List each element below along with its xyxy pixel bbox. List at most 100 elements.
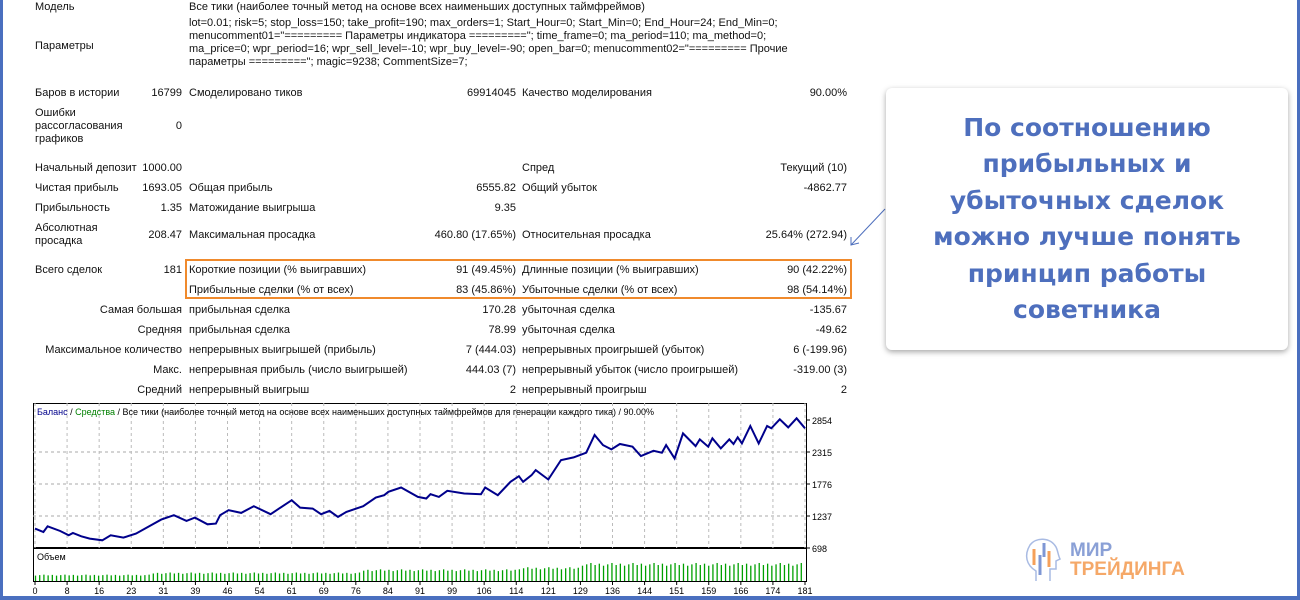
- max-profit-label: непрерывная прибыль (число выигрышей): [189, 364, 408, 376]
- largest-label: Самая большая: [99, 304, 182, 316]
- loss-trades-value: 98 (54.14%): [787, 284, 847, 296]
- profit-trades-label: Прибыльные сделки (% от всех): [189, 284, 354, 296]
- x-tick-label: 69: [319, 586, 329, 596]
- y-tick-label: 2854: [812, 416, 832, 426]
- logo: МИР ТРЕЙДИНГА: [1022, 535, 1212, 585]
- loss-trades-label: Убыточные сделки (% от всех): [522, 284, 678, 296]
- net-label: Чистая прибыль: [35, 182, 119, 194]
- params-value: lot=0.01; risk=5; stop_loss=150; take_pr…: [189, 17, 788, 68]
- x-tick-label: 151: [669, 586, 684, 596]
- callout-line: принцип работы: [967, 258, 1207, 288]
- bars-label: Баров в истории: [35, 87, 120, 99]
- x-tick-label: 54: [255, 586, 265, 596]
- y-tick-label: 2315: [812, 448, 832, 458]
- model-value: Все тики (наиболее точный метод на основ…: [189, 1, 645, 13]
- short-value: 91 (49.45%): [456, 264, 516, 276]
- avgcons-wins-value: 2: [509, 384, 516, 396]
- average-loss-value: -49.62: [815, 324, 847, 336]
- expected-label: Матожидание выигрыша: [189, 202, 316, 214]
- avgcons-losses-value: 2: [840, 384, 847, 396]
- x-tick-label: 181: [797, 586, 812, 596]
- gross-loss-label: Общий убыток: [522, 182, 597, 194]
- x-tick-label: 121: [541, 586, 556, 596]
- gross-profit-value: 6555.82: [476, 182, 516, 194]
- ticks-value: 69914045: [467, 87, 516, 99]
- maxcount-label: Максимальное количество: [45, 344, 182, 356]
- largest-loss-value: -135.67: [809, 304, 847, 316]
- average-profit-label: прибыльная сделка: [189, 324, 291, 336]
- avgcons-label: Средний: [137, 384, 182, 396]
- y-tick-label: 1776: [812, 480, 832, 490]
- y-tick-label: 698: [812, 544, 827, 554]
- rel-dd-value: 25.64% (272.94): [765, 229, 847, 241]
- highlight-box: [185, 259, 852, 299]
- abs-dd-label: Абсолютная просадка: [35, 222, 98, 247]
- total-value: 181: [163, 264, 182, 276]
- average-profit-value: 78.99: [488, 324, 516, 336]
- max-dd-label: Максимальная просадка: [189, 229, 316, 241]
- model-label: Модель: [35, 1, 75, 13]
- long-value: 90 (42.22%): [787, 264, 847, 276]
- x-tick-label: 16: [94, 586, 104, 596]
- max-label: Макс.: [153, 364, 182, 376]
- largest-loss-label: убыточная сделка: [522, 304, 615, 316]
- callout-box: По соотношению прибыльных и убыточных сдел…: [886, 88, 1288, 350]
- quality-label: Качество моделирования: [522, 87, 652, 99]
- callout-line: можно лучше понять: [933, 222, 1241, 251]
- spread-label: Спред: [522, 162, 555, 174]
- x-tick-label: 46: [222, 586, 232, 596]
- max-profit-value: 444.03 (7): [465, 364, 516, 376]
- pf-label: Прибыльность: [35, 202, 110, 214]
- spread-value: Текущий (10): [780, 162, 847, 174]
- largest-profit-value: 170.28: [482, 304, 516, 316]
- x-tick-label: 114: [509, 586, 523, 596]
- x-tick-label: 159: [701, 586, 716, 596]
- x-tick-label: 106: [477, 586, 492, 596]
- maxcount-losses-label: непрерывных проигрышей (убыток): [522, 344, 705, 356]
- avgcons-wins-label: непрерывный выигрыш: [189, 384, 310, 396]
- legend-equity: Средства: [75, 407, 115, 417]
- maxcount-wins-label: непрерывных выигрышей (прибыль): [189, 344, 376, 356]
- x-tick-label: 0: [33, 586, 38, 596]
- x-tick-label: 61: [287, 586, 297, 596]
- balance-line: [34, 416, 806, 542]
- logo-line1: МИР: [1070, 540, 1113, 561]
- total-label: Всего сделок: [35, 264, 103, 276]
- x-tick-label: 91: [415, 586, 425, 596]
- x-tick-label: 23: [126, 586, 136, 596]
- callout-text: По соотношению прибыльных и убыточных сдел…: [933, 110, 1241, 329]
- callout-arrow: [850, 208, 886, 246]
- rel-dd-label: Относительная просадка: [522, 229, 651, 241]
- legend-sep: /: [68, 407, 76, 417]
- svg-text:Баланс / Средства / Все тики (: Баланс / Средства / Все тики (наиболее т…: [37, 407, 654, 417]
- deposit-value: 1000.00: [142, 162, 182, 174]
- callout-line: советника: [1013, 295, 1161, 324]
- x-tick-label: 39: [190, 586, 200, 596]
- maxcount-wins-value: 7 (444.03): [465, 344, 516, 356]
- x-tick-label: 99: [447, 586, 457, 596]
- balance-chart: Баланс / Средства / Все тики (наиболее т…: [33, 403, 832, 596]
- x-tick-label: 136: [605, 586, 620, 596]
- errors-value: 0: [175, 120, 182, 132]
- head-chart-icon: [1025, 538, 1062, 581]
- gross-loss-value: -4862.77: [803, 182, 847, 194]
- x-tick-label: 144: [637, 586, 652, 596]
- short-label: Короткие позиции (% выигравших): [189, 264, 367, 276]
- profit-trades-value: 83 (45.86%): [456, 284, 516, 296]
- long-label: Длинные позиции (% выигравших): [522, 264, 699, 276]
- errors-label: Ошибки рассогласования графиков: [35, 107, 123, 145]
- maxcount-losses-value: 6 (-199.96): [793, 344, 847, 356]
- legend-balance: Баланс: [37, 407, 68, 417]
- x-tick-label: 31: [158, 586, 168, 596]
- x-tick-label: 174: [765, 586, 780, 596]
- abs-dd-value: 208.47: [148, 229, 182, 241]
- params-label: Параметры: [35, 40, 94, 52]
- callout-line: убыточных сделок: [949, 185, 1225, 215]
- largest-profit-label: прибыльная сделка: [189, 304, 291, 316]
- callout-line: По соотношению: [963, 112, 1211, 142]
- max-loss-label: непрерывный убыток (число проигрышей): [522, 364, 739, 376]
- x-tick-label: 84: [383, 586, 393, 596]
- x-tick-label: 166: [733, 586, 748, 596]
- deposit-label: Начальный депозит: [35, 162, 137, 174]
